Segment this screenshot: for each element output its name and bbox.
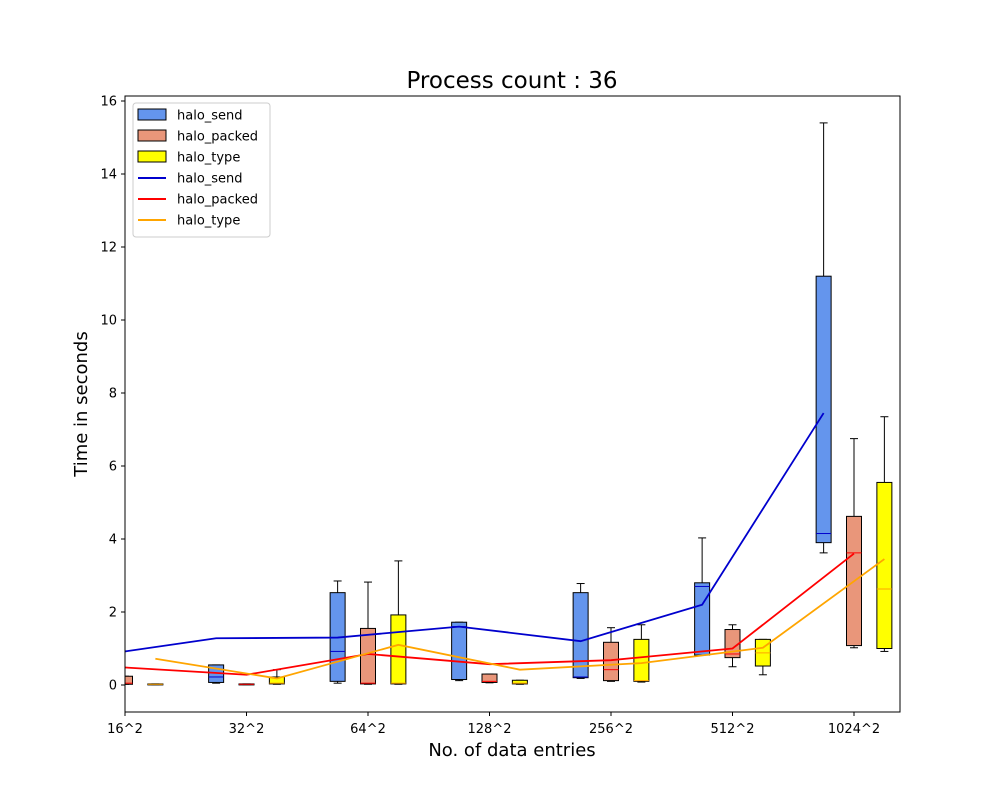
box-body — [390, 614, 407, 685]
legend-label: halo_send — [177, 109, 243, 124]
x-tick-label: 512^2 — [711, 722, 755, 737]
x-tick-label: 16^2 — [107, 722, 143, 737]
y-tick-label: 4 — [109, 533, 117, 548]
legend-label: halo_type — [177, 214, 240, 229]
y-tick-label: 6 — [109, 460, 117, 475]
axes: 0 2 4 6 8 10 12 14 16 16^2 32^2 64^2 128^2 256^2 512^2… — [100, 95, 901, 737]
box-halo_type-128^2 — [511, 679, 528, 685]
box-body — [511, 679, 528, 685]
box-body — [451, 621, 468, 681]
y-tick-label: 10 — [100, 314, 117, 329]
box-body — [360, 627, 376, 685]
box-halo_type-1024^2 — [876, 416, 893, 652]
legend-swatch — [137, 150, 167, 163]
box-halo_packed-16^2 — [125, 675, 133, 685]
box-halo_send-128^2 — [451, 621, 468, 682]
legend-swatch — [137, 108, 167, 121]
box-body — [633, 638, 650, 682]
chart-title: Process count : 36 — [406, 68, 617, 94]
box-body — [125, 675, 133, 685]
legend-swatch — [137, 129, 167, 142]
legend-item-line-halo_type: halo_type — [138, 214, 240, 229]
legend-label: halo_packed — [177, 130, 258, 145]
box-halo_packed-1024^2 — [846, 438, 862, 649]
plot-area — [125, 122, 893, 686]
legend-item-box-halo_packed: halo_packed — [137, 129, 258, 145]
legend-item-box-halo_type: halo_type — [137, 150, 240, 166]
box-halo_packed-512^2 — [724, 624, 741, 668]
box-body — [572, 592, 589, 679]
box-halo_send-1024^2 — [815, 122, 832, 554]
legend-item-line-halo_packed: halo_packed — [138, 193, 258, 208]
legend-label: halo_type — [177, 151, 240, 166]
box-halo_send-256^2 — [572, 583, 589, 679]
box-halo_send-512^2 — [694, 537, 711, 656]
legend-item-box-halo_send: halo_send — [137, 108, 243, 124]
box-body — [603, 641, 619, 682]
legend-item-line-halo_send: halo_send — [138, 172, 243, 187]
legend: halo_sendhalo_packedhalo_typehalo_sendha… — [132, 102, 271, 238]
box-halo_packed-256^2 — [603, 627, 619, 682]
box-halo_packed-64^2 — [360, 581, 376, 685]
box-body — [694, 582, 711, 656]
line-halo_packed — [125, 552, 855, 676]
y-axis-title: Time in seconds — [71, 331, 92, 477]
legend-box — [132, 102, 271, 238]
legend-label: halo_packed — [177, 193, 258, 208]
legend-label: halo_send — [177, 172, 243, 187]
box-halo_packed-128^2 — [481, 673, 498, 684]
box-body — [268, 676, 285, 685]
x-tick-label: 1024^2 — [828, 722, 880, 737]
y-tick-label: 8 — [109, 387, 117, 402]
x-tick-label: 256^2 — [589, 722, 633, 737]
plot-frame — [124, 95, 901, 713]
box-halo_type-64^2 — [390, 560, 407, 685]
y-tick-label: 16 — [100, 95, 117, 110]
box-halo_packed-32^2 — [238, 683, 255, 686]
box-halo_type-256^2 — [633, 624, 650, 683]
x-tick-label: 32^2 — [229, 722, 265, 737]
y-tick-label: 0 — [109, 679, 117, 694]
line-halo_send — [125, 412, 825, 653]
box-body — [876, 481, 893, 649]
box-body — [481, 673, 498, 683]
y-tick-label: 2 — [109, 606, 117, 621]
box-halo_type-16^2 — [147, 683, 164, 686]
x-tick-label: 128^2 — [468, 722, 512, 737]
x-axis-title: No. of data entries — [428, 740, 595, 761]
y-tick-label: 12 — [100, 241, 117, 256]
y-tick-label: 14 — [100, 168, 117, 183]
box-halo_send-64^2 — [329, 580, 346, 684]
x-tick-label: 64^2 — [350, 722, 386, 737]
box-body — [815, 275, 832, 544]
line-halo_type — [155, 558, 885, 680]
